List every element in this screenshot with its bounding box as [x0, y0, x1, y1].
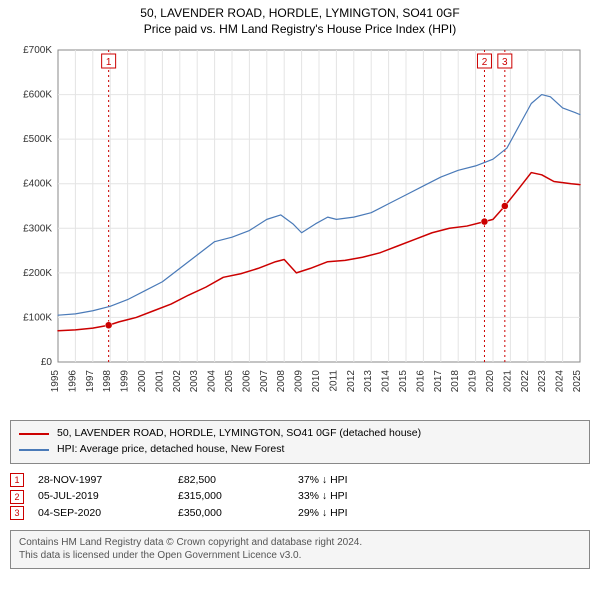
attribution-line1: Contains HM Land Registry data © Crown c…	[19, 536, 581, 550]
attribution-footer: Contains HM Land Registry data © Crown c…	[10, 530, 590, 569]
svg-text:2015: 2015	[398, 370, 409, 393]
svg-text:1996: 1996	[67, 370, 78, 393]
legend-swatch	[19, 449, 49, 451]
svg-text:2006: 2006	[241, 370, 252, 393]
transaction-row: 1 28-NOV-1997£82,50037% ↓ HPI	[10, 472, 590, 489]
transaction-diff: 33% ↓ HPI	[298, 488, 448, 505]
svg-text:£0: £0	[41, 357, 53, 368]
svg-text:2012: 2012	[346, 370, 357, 393]
legend-label: 50, LAVENDER ROAD, HORDLE, LYMINGTON, SO…	[57, 426, 421, 442]
svg-text:3: 3	[502, 57, 508, 68]
legend-row: 50, LAVENDER ROAD, HORDLE, LYMINGTON, SO…	[19, 426, 581, 442]
chart-title-block: 50, LAVENDER ROAD, HORDLE, LYMINGTON, SO…	[0, 0, 600, 38]
svg-text:2005: 2005	[224, 370, 235, 393]
marker-badge: 2	[10, 490, 24, 504]
svg-text:2: 2	[482, 57, 488, 68]
transaction-diff: 37% ↓ HPI	[298, 472, 448, 489]
svg-text:2016: 2016	[415, 370, 426, 393]
transaction-price: £82,500	[178, 472, 298, 489]
svg-text:2000: 2000	[137, 370, 148, 393]
svg-text:2009: 2009	[294, 370, 305, 393]
transaction-diff: 29% ↓ HPI	[298, 505, 448, 522]
legend-swatch	[19, 433, 49, 435]
svg-text:2025: 2025	[572, 370, 583, 393]
marker-badge: 3	[10, 506, 24, 520]
svg-text:2011: 2011	[328, 370, 339, 392]
svg-text:1999: 1999	[120, 370, 131, 393]
svg-text:1: 1	[106, 57, 112, 68]
svg-text:2003: 2003	[189, 370, 200, 393]
svg-text:2010: 2010	[311, 370, 322, 393]
transaction-date: 04-SEP-2020	[38, 505, 178, 522]
transactions-table: 1 28-NOV-1997£82,50037% ↓ HPI 2 05-JUL-2019…	[10, 472, 590, 522]
marker-badge: 1	[10, 473, 24, 487]
svg-text:2017: 2017	[433, 370, 444, 393]
legend-label: HPI: Average price, detached house, New …	[57, 442, 284, 458]
svg-text:2014: 2014	[381, 370, 392, 393]
chart-area: £0 £100K £200K £300K £400K £500K £600K £700K 199…	[10, 42, 590, 412]
svg-text:£400K: £400K	[23, 179, 52, 190]
attribution-line2: This data is licensed under the Open Gov…	[19, 549, 581, 563]
svg-text:2019: 2019	[468, 370, 479, 393]
svg-text:2022: 2022	[520, 370, 531, 393]
svg-text:£500K: £500K	[23, 134, 52, 145]
transaction-row: 3 04-SEP-2020£350,00029% ↓ HPI	[10, 505, 590, 522]
svg-text:2002: 2002	[172, 370, 183, 393]
transaction-price: £315,000	[178, 488, 298, 505]
svg-text:2008: 2008	[276, 370, 287, 393]
svg-text:2001: 2001	[154, 370, 165, 393]
chart-svg: £0 £100K £200K £300K £400K £500K £600K £700K 199…	[10, 42, 590, 412]
svg-text:2020: 2020	[485, 370, 496, 393]
svg-text:2024: 2024	[555, 370, 566, 393]
svg-text:2021: 2021	[502, 370, 513, 393]
legend-row: HPI: Average price, detached house, New …	[19, 442, 581, 458]
svg-text:2004: 2004	[207, 370, 218, 393]
title-subtitle: Price paid vs. HM Land Registry's House …	[10, 22, 590, 36]
svg-text:2023: 2023	[537, 370, 548, 393]
title-address: 50, LAVENDER ROAD, HORDLE, LYMINGTON, SO…	[10, 6, 590, 20]
svg-text:2007: 2007	[259, 370, 270, 393]
svg-text:2018: 2018	[450, 370, 461, 393]
svg-text:2013: 2013	[363, 370, 374, 393]
transaction-row: 2 05-JUL-2019£315,00033% ↓ HPI	[10, 488, 590, 505]
svg-text:1995: 1995	[50, 370, 61, 393]
svg-text:£200K: £200K	[23, 268, 52, 279]
svg-text:£300K: £300K	[23, 223, 52, 234]
svg-text:£100K: £100K	[23, 312, 52, 323]
svg-text:£700K: £700K	[23, 45, 52, 56]
svg-text:£600K: £600K	[23, 90, 52, 101]
svg-text:1997: 1997	[85, 370, 96, 393]
transaction-date: 05-JUL-2019	[38, 488, 178, 505]
transaction-date: 28-NOV-1997	[38, 472, 178, 489]
legend-box: 50, LAVENDER ROAD, HORDLE, LYMINGTON, SO…	[10, 420, 590, 464]
svg-text:1998: 1998	[102, 370, 113, 393]
transaction-price: £350,000	[178, 505, 298, 522]
